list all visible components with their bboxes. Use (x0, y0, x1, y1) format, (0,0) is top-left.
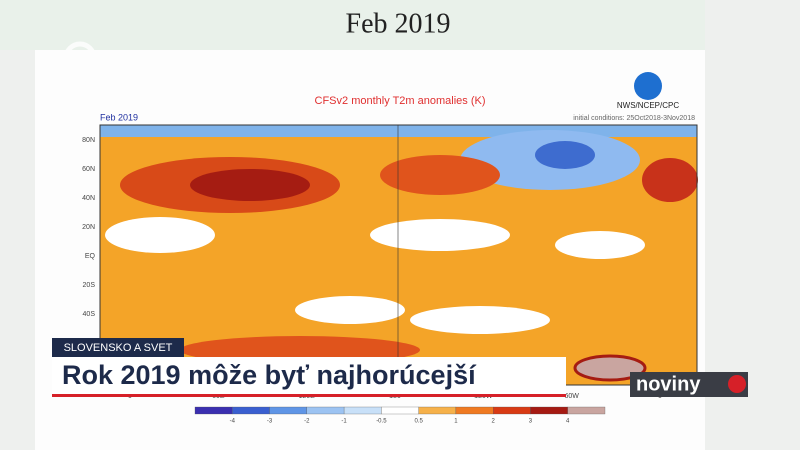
field-neutral (370, 219, 510, 251)
colorbar-swatch (232, 406, 270, 415)
field-hot (190, 169, 310, 201)
colorbar: -4 -3 -2 -1 -0.5 0.5 1 2 3 4 (194, 406, 606, 425)
colorbar-swatch (381, 406, 419, 415)
colorbar-swatch (493, 406, 531, 415)
colorbar-label: 4 (566, 419, 570, 425)
colorbar-swatch (530, 406, 568, 415)
section-label: SLOVENSKO A SVET (64, 342, 173, 354)
headline: Rok 2019 môže byť najhorúcejší (62, 360, 477, 390)
colorbar-swatch (194, 406, 233, 415)
lat-label: 20S (83, 282, 96, 289)
lat-label: 20N (82, 224, 95, 231)
map-title: CFSv2 monthly T2m anomalies (K) (315, 95, 486, 107)
colorbar-label: 3 (529, 419, 533, 425)
lon-label: 60W (564, 393, 579, 400)
lat-labels: 80N 60N 40N 20N EQ 20S 40S (82, 137, 95, 318)
colorbar-label: -4 (230, 419, 236, 425)
lat-label: 60N (82, 166, 95, 173)
field-hot (573, 354, 647, 382)
noaa-logo (634, 72, 662, 100)
colorbar-swatch (567, 406, 606, 415)
headline-box (52, 357, 566, 394)
header-band (0, 0, 705, 50)
logo-text: noviny (636, 373, 701, 395)
colorbar-swatch (306, 406, 345, 415)
colorbar-swatch (455, 406, 494, 415)
section-box (52, 338, 184, 357)
field-warm (380, 155, 500, 195)
map-conditions: initial conditions: 25Oct2018-3Nov2018 (573, 115, 695, 122)
field-neutral (295, 296, 405, 324)
header-title: Feb 2019 (346, 8, 451, 39)
colorbar-label: 0.5 (414, 419, 423, 425)
colorbar-swatch (269, 406, 307, 415)
headline-rule (52, 394, 566, 397)
lat-label: 80N (82, 137, 95, 144)
field-arctic (100, 125, 697, 137)
map-field (99, 124, 698, 386)
colorbar-label: -0.5 (376, 419, 387, 425)
field-warm (642, 158, 698, 202)
field-neutral (105, 217, 215, 253)
colorbar-label: -1 (341, 419, 347, 425)
colorbar-swatch (343, 406, 382, 415)
colorbar-label: 2 (492, 419, 496, 425)
map-label: Feb 2019 (100, 112, 138, 122)
lat-label: 40S (83, 311, 96, 318)
colorbar-swatch (418, 406, 457, 415)
field-neutral (410, 306, 550, 334)
lat-label: EQ (85, 253, 96, 260)
colorbar-label: 1 (454, 419, 458, 425)
field-cold (535, 141, 595, 169)
lat-label: 40N (82, 195, 95, 202)
colorbar-label: -2 (304, 419, 310, 425)
map-source: NWS/NCEP/CPC (617, 101, 679, 110)
logo-mark (728, 375, 746, 393)
colorbar-label: -3 (267, 419, 273, 425)
field-neutral (555, 231, 645, 259)
